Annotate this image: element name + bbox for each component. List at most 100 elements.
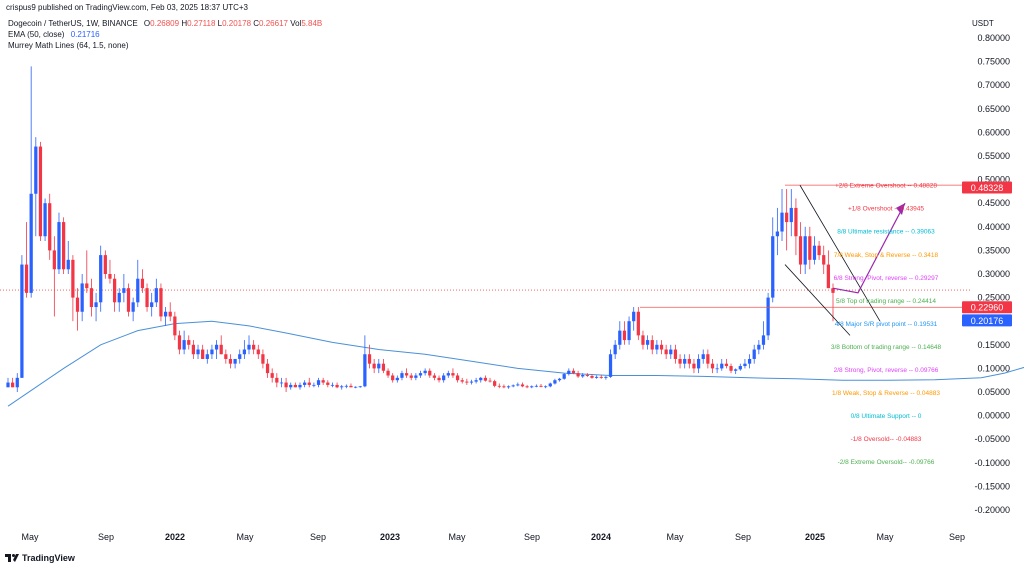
candle-body bbox=[335, 384, 339, 388]
candle-body bbox=[460, 380, 464, 382]
candle-body bbox=[483, 377, 488, 381]
candle-body bbox=[344, 385, 348, 387]
candle-body bbox=[493, 381, 497, 386]
candle-body bbox=[131, 302, 135, 312]
candle-body bbox=[502, 386, 506, 388]
candle-body bbox=[752, 349, 756, 359]
candle-body bbox=[85, 283, 89, 289]
candle-body bbox=[696, 358, 701, 369]
y-tick-label: -0.15000 bbox=[974, 481, 1010, 491]
murrey-line-label: 5/8 Top of trading range -- 0.24414 bbox=[836, 298, 936, 305]
y-tick-label: -0.05000 bbox=[974, 434, 1010, 444]
candle-body bbox=[664, 349, 668, 355]
candle-body bbox=[38, 146, 43, 237]
candle-body bbox=[363, 354, 367, 387]
candle-body bbox=[168, 311, 172, 317]
candle-body bbox=[525, 386, 529, 388]
candle-body bbox=[576, 373, 580, 377]
candle-body bbox=[256, 349, 260, 355]
murrey-line-label: 8/8 Ultimate resistance -- 0.39063 bbox=[837, 229, 935, 236]
candle-body bbox=[650, 340, 654, 350]
candle-body bbox=[803, 236, 807, 265]
candle-body bbox=[645, 340, 650, 345]
candle-body bbox=[585, 375, 589, 376]
candle-body bbox=[15, 377, 19, 388]
candle-body bbox=[275, 377, 279, 383]
candle-body bbox=[400, 373, 404, 378]
candle-body bbox=[61, 222, 66, 270]
candle-body bbox=[381, 363, 386, 371]
murrey-line-label: +1/8 Overshoot -- 0.43945 bbox=[848, 206, 924, 213]
murrey-row: Murrey Math Lines (64, 1.5, none) bbox=[8, 40, 322, 51]
candle-body bbox=[831, 288, 835, 293]
candle-body bbox=[812, 245, 817, 260]
x-tick-label: May bbox=[666, 532, 684, 542]
candle-body bbox=[641, 335, 645, 345]
candle-body bbox=[330, 384, 335, 386]
candle-body bbox=[734, 369, 738, 371]
open-label: O bbox=[143, 19, 151, 28]
candle-body bbox=[11, 382, 15, 388]
price-badge bbox=[962, 301, 1012, 314]
candle-body bbox=[94, 302, 98, 308]
candle-body bbox=[89, 288, 94, 308]
candle-body bbox=[562, 374, 566, 379]
ema-label[interactable]: EMA (50, close) bbox=[8, 30, 65, 39]
candle-body bbox=[595, 376, 599, 378]
candle-body bbox=[437, 377, 441, 381]
y-tick-label: 0.55000 bbox=[977, 151, 1010, 161]
wedge-upper-line bbox=[799, 185, 881, 322]
candle-body bbox=[20, 264, 24, 378]
candle-body bbox=[103, 255, 107, 274]
candle-body bbox=[34, 146, 38, 194]
murrey-line-label: -1/8 Oversold-- -0.04883 bbox=[851, 436, 922, 443]
symbol-label[interactable]: Dogecoin / TetherUS, 1W, BINANCE bbox=[8, 19, 138, 28]
y-tick-label: 0.30000 bbox=[977, 269, 1010, 279]
candle-body bbox=[826, 264, 830, 289]
candle-body bbox=[553, 380, 557, 384]
candle-body bbox=[423, 370, 427, 374]
candle-body bbox=[326, 382, 330, 385]
candle-body bbox=[99, 255, 103, 303]
murrey-line-label: +2/8 Extreme Overshoot -- 0.48828 bbox=[835, 183, 937, 190]
candle-body bbox=[182, 340, 186, 350]
candle-body bbox=[692, 363, 696, 369]
candle-body bbox=[794, 207, 798, 237]
candle-body bbox=[474, 380, 478, 382]
murrey-label[interactable]: Murrey Math Lines (64, 1.5, none) bbox=[8, 41, 129, 50]
candle-body bbox=[442, 375, 446, 381]
footer: TradingView bbox=[5, 553, 75, 563]
x-tick-label: Sep bbox=[735, 532, 751, 542]
candle-body bbox=[80, 283, 84, 312]
candle-body bbox=[29, 193, 33, 293]
candle-body bbox=[404, 373, 409, 376]
candle-body bbox=[136, 278, 140, 303]
x-tick-label: 2024 bbox=[591, 532, 611, 542]
candle-body bbox=[729, 366, 733, 371]
price-badge bbox=[962, 181, 1012, 194]
candle-body bbox=[604, 376, 608, 378]
candle-body bbox=[479, 377, 483, 381]
candle-body bbox=[506, 386, 511, 388]
price-badge-label: 0.48328 bbox=[971, 183, 1004, 193]
candle-body bbox=[516, 384, 520, 386]
high-label: H bbox=[181, 19, 188, 28]
candle-body bbox=[627, 321, 631, 341]
x-tick-label: Sep bbox=[949, 532, 965, 542]
y-tick-label: -0.10000 bbox=[974, 458, 1010, 468]
y-tick-label: 0.50000 bbox=[977, 175, 1010, 185]
candle-body bbox=[817, 245, 821, 256]
candle-body bbox=[766, 297, 770, 336]
candle-body bbox=[6, 382, 10, 388]
candle-body bbox=[497, 385, 501, 387]
candle-body bbox=[785, 212, 789, 223]
candle-body bbox=[140, 278, 145, 289]
candle-body bbox=[599, 376, 603, 378]
candle-body bbox=[534, 385, 538, 387]
candle-body bbox=[659, 344, 664, 350]
candle-body bbox=[298, 384, 302, 388]
candle-body bbox=[307, 382, 311, 385]
candle-body bbox=[122, 288, 126, 293]
candle-body bbox=[771, 236, 775, 298]
